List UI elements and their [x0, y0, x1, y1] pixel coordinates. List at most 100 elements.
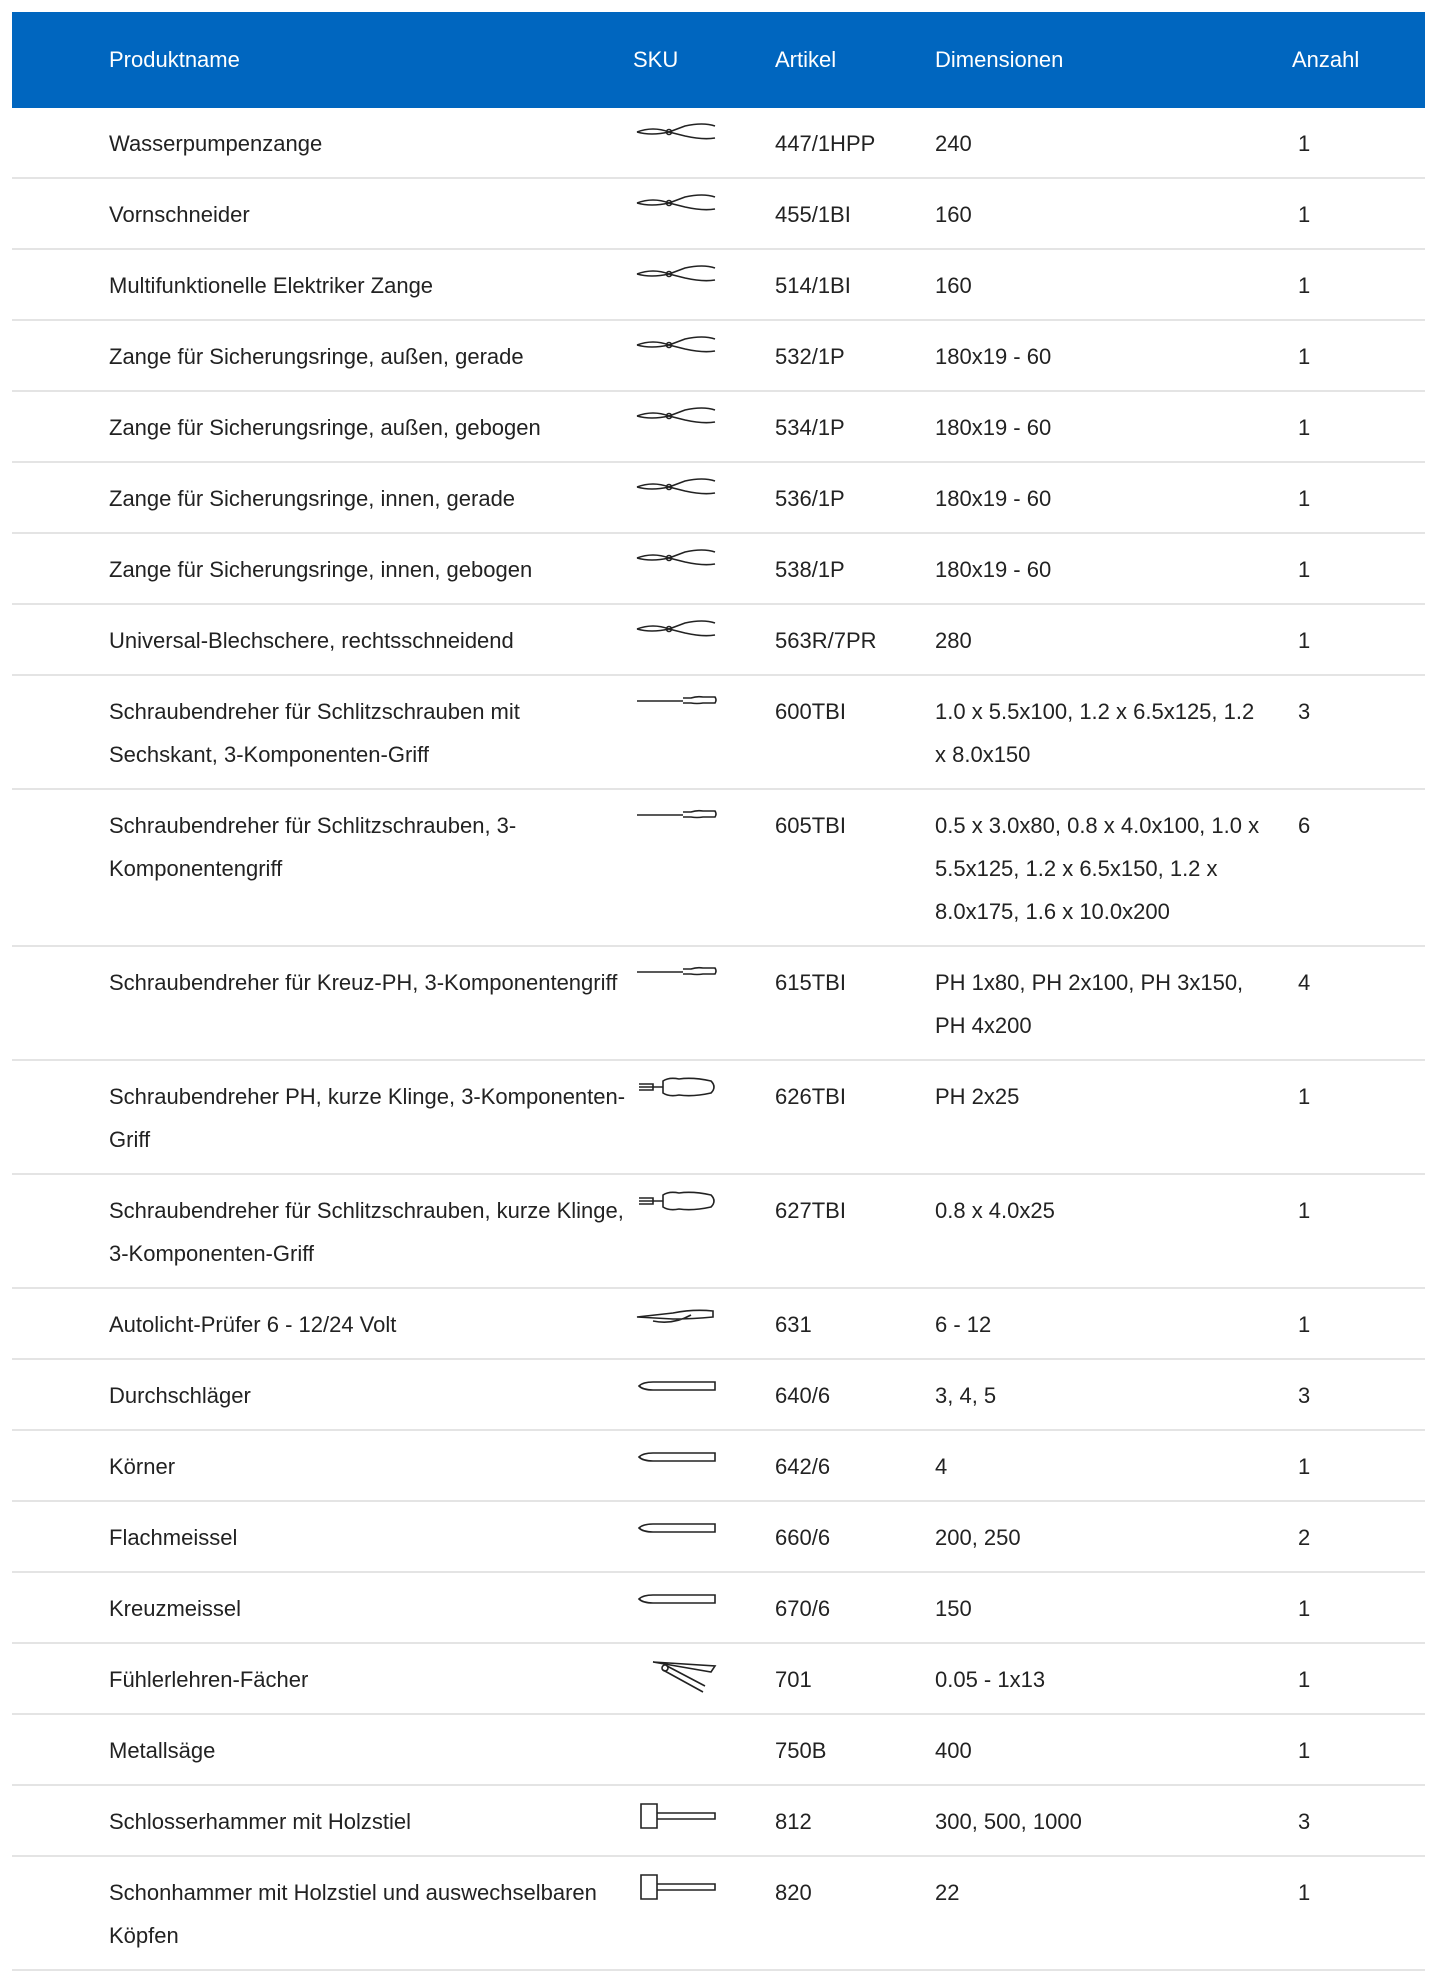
table-cell: Schraubendreher für Schlitzschrauben mit… — [12, 675, 633, 790]
table-cell: Schraubendreher für Schlitzschrauben, ku… — [12, 1174, 633, 1289]
table-cell — [633, 178, 775, 250]
table-cell: Schraubendreher für Kreuz-PH, 3-Komponen… — [12, 946, 633, 1061]
table-cell — [633, 1174, 775, 1289]
table-cell — [633, 1359, 775, 1431]
product-table: Produktname SKU Artikel Dimensionen Anza… — [12, 12, 1425, 1971]
tool-icon — [637, 1594, 716, 1604]
table-cell: Kreuzmeissel — [12, 1572, 633, 1644]
table-cell: 1 — [1292, 178, 1425, 250]
table-row: Zange für Sicherungsringe, innen, geboge… — [12, 533, 1425, 605]
table-cell: 605TBI — [775, 789, 935, 947]
tool-icon — [639, 1191, 715, 1211]
tool-icon — [636, 123, 716, 140]
table-cell: 3 — [1292, 1785, 1425, 1857]
tool-icon — [637, 966, 717, 976]
table-cell: 6 - 12 — [935, 1288, 1292, 1360]
table-cell: 627TBI — [775, 1174, 935, 1289]
table-cell: Schraubendreher PH, kurze Klinge, 3-Komp… — [12, 1060, 633, 1175]
tool-icon — [637, 1523, 716, 1533]
table-cell: 660/6 — [775, 1501, 935, 1573]
tool-icon — [636, 478, 716, 495]
table-cell: 812 — [775, 1785, 935, 1857]
tool-icon — [636, 620, 716, 637]
table-cell: 820 — [775, 1856, 935, 1971]
column-header: Artikel — [775, 47, 837, 72]
table-row: Schraubendreher für Schlitzschrauben, ku… — [12, 1174, 1425, 1289]
table-cell: Schonhammer mit Holzstiel und auswechsel… — [12, 1856, 633, 1971]
table-cell: Schraubendreher für Schlitzschrauben, 3-… — [12, 789, 633, 947]
table-header: Produktname SKU Artikel Dimensionen Anza… — [12, 12, 1425, 108]
table-cell — [633, 249, 775, 321]
tool-icon — [639, 1077, 715, 1097]
table-row: Zange für Sicherungsringe, innen, gerade… — [12, 462, 1425, 534]
table-cell — [633, 604, 775, 676]
table-cell: PH 2x25 — [935, 1060, 1292, 1175]
table-cell: 563R/7PR — [775, 604, 935, 676]
table-cell: 600TBI — [775, 675, 935, 790]
table-cell — [633, 320, 775, 392]
table-cell: 1 — [1292, 1714, 1425, 1786]
tool-icon — [637, 695, 717, 705]
table-cell: 180x19 - 60 — [935, 391, 1292, 463]
table-cell: 0.8 x 4.0x25 — [935, 1174, 1292, 1289]
table-cell: 455/1BI — [775, 178, 935, 250]
table-row: Schraubendreher für Kreuz-PH, 3-Komponen… — [12, 946, 1425, 1061]
table-cell: Durchschläger — [12, 1359, 633, 1431]
table-cell: 1 — [1292, 391, 1425, 463]
table-cell — [633, 1060, 775, 1175]
table-cell: 0.5 x 3.0x80, 0.8 x 4.0x100, 1.0 x 5.5x1… — [935, 789, 1292, 947]
table-cell — [633, 533, 775, 605]
table-cell: 1 — [1292, 1174, 1425, 1289]
table-cell: 280 — [935, 604, 1292, 676]
column-header: Dimensionen — [935, 47, 1064, 72]
table-cell: Zange für Sicherungsringe, außen, geboge… — [12, 391, 633, 463]
table-cell: 180x19 - 60 — [935, 533, 1292, 605]
table-cell: 400 — [935, 1714, 1292, 1786]
table-cell: 1 — [1292, 1430, 1425, 1502]
table-cell: 300, 500, 1000 — [935, 1785, 1292, 1857]
tool-icon — [637, 809, 717, 819]
table-row: Flachmeissel 660/6 200, 250 2 — [12, 1501, 1425, 1573]
table-cell: 3, 4, 5 — [935, 1359, 1292, 1431]
table-cell: 4 — [935, 1430, 1292, 1502]
tool-icon — [636, 194, 716, 211]
tool-icon — [636, 336, 716, 353]
table-cell — [633, 1430, 775, 1502]
table-cell — [633, 108, 775, 179]
table-cell: 6 — [1292, 789, 1425, 947]
table-cell: 1 — [1292, 533, 1425, 605]
table-cell: Zange für Sicherungsringe, innen, gerade — [12, 462, 633, 534]
table-cell: 631 — [775, 1288, 935, 1360]
table-row: Metallsäge 750B 400 1 — [12, 1714, 1425, 1786]
table-cell: 160 — [935, 178, 1292, 250]
table-row: Zange für Sicherungsringe, außen, gerade… — [12, 320, 1425, 392]
tool-icon — [636, 407, 716, 424]
table-row: Körner 642/6 4 1 — [12, 1430, 1425, 1502]
table-cell: 1 — [1292, 320, 1425, 392]
table-cell — [633, 1288, 775, 1360]
table-row: Vornschneider 455/1BI 160 1 — [12, 178, 1425, 250]
table-cell: 1 — [1292, 604, 1425, 676]
table-cell: Zange für Sicherungsringe, innen, geboge… — [12, 533, 633, 605]
table-row: Kreuzmeissel 670/6 150 1 — [12, 1572, 1425, 1644]
table-cell: 22 — [935, 1856, 1292, 1971]
table-cell: 4 — [1292, 946, 1425, 1061]
table-row: Schraubendreher für Schlitzschrauben mit… — [12, 675, 1425, 790]
table-cell: 538/1P — [775, 533, 935, 605]
column-header: SKU — [633, 47, 679, 72]
table-cell: 3 — [1292, 1359, 1425, 1431]
table-cell — [633, 946, 775, 1061]
table-cell: 640/6 — [775, 1359, 935, 1431]
table-cell: Vornschneider — [12, 178, 633, 250]
table-row: Wasserpumpenzange 447/1HPP 240 1 — [12, 108, 1425, 179]
tool-icon — [636, 549, 716, 566]
table-row: Schonhammer mit Holzstiel und auswechsel… — [12, 1856, 1425, 1971]
table-cell: 514/1BI — [775, 249, 935, 321]
table-row: Zange für Sicherungsringe, außen, geboge… — [12, 391, 1425, 463]
table-cell — [633, 1714, 775, 1786]
table-cell: Fühlerlehren-Fächer — [12, 1643, 633, 1715]
header-row: Produktname SKU Artikel Dimensionen Anza… — [12, 12, 1425, 108]
column-header: Produktname — [109, 47, 240, 72]
column-header: Anzahl — [1292, 47, 1360, 72]
